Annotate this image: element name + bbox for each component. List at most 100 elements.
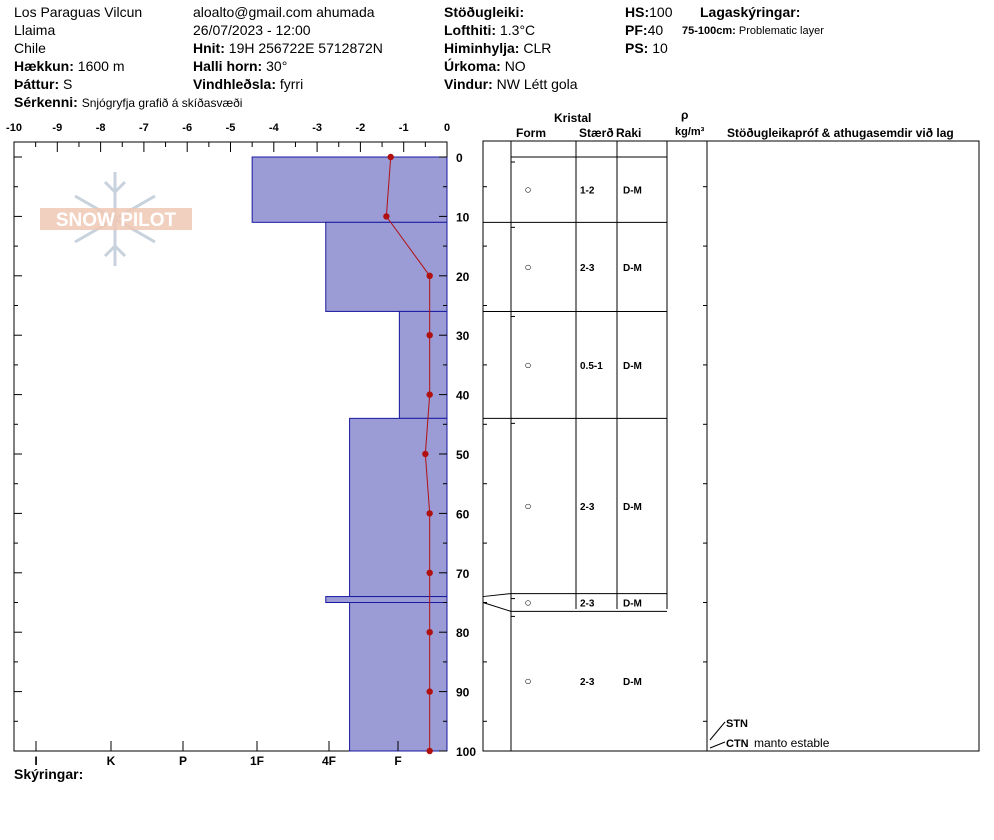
hardness-bar <box>349 602 448 752</box>
layer-form: ○ <box>524 499 531 513</box>
temperature-point <box>426 510 433 517</box>
precip-value: NO <box>504 58 526 74</box>
form-header: Form <box>516 126 546 140</box>
snow-pilot-logo: SNOW PILOT <box>40 172 192 266</box>
legend-label: Skýringar: <box>14 766 84 782</box>
temperature-point <box>426 747 433 755</box>
layer-size: 2-3 <box>580 502 595 513</box>
hardness-tick-label: 1F <box>250 754 264 768</box>
hardness-bar <box>349 417 448 598</box>
precip-label: Úrkoma: <box>444 58 501 74</box>
layer-moisture: D-M <box>623 263 642 274</box>
crystal-header: Kristal <box>554 111 592 125</box>
air-temp-row: Lofthiti: 1.3°C <box>444 22 535 38</box>
hs-row: HS:100 <box>625 4 672 20</box>
temperature-point <box>426 391 433 398</box>
hs-value: 100 <box>649 4 673 20</box>
size-header: Stærð <box>579 126 614 140</box>
layer-size: 2-3 <box>580 677 595 688</box>
stability-tests: STN CTN manto estable <box>709 718 830 750</box>
depth-tick-label: 70 <box>456 567 470 581</box>
layer-notes-label: Lagaskýringar: <box>700 4 801 20</box>
temperature-tick-label: 0 <box>444 122 450 134</box>
coords-row: Hnit: 19H 256722E 5712872N <box>193 40 383 56</box>
layer-form: ○ <box>524 183 531 197</box>
test-pointer <box>709 721 726 741</box>
depth-tick-label: 60 <box>456 507 470 521</box>
slope-row: Halli horn: 30° <box>193 58 287 74</box>
temperature-point <box>383 213 390 220</box>
coords-label: Hnit: <box>193 40 225 56</box>
depth-tick-label: 10 <box>456 210 470 224</box>
hardness-tick-label: 4F <box>322 754 336 768</box>
air-temp-label: Lofthiti: <box>444 22 497 38</box>
aspect-label: Þáttur: <box>14 76 60 92</box>
layer-moisture: D-M <box>623 361 642 372</box>
test-code: CTN <box>726 738 749 750</box>
hardness-tick-label: I <box>34 754 37 768</box>
sky-row: Himinhylja: CLR <box>444 40 551 56</box>
table-rows: ○ 1-2 D-M ○ 2-3 D-M ○ 0.5-1 D-M ○ 2-3 D-M ○ 2-3 D-M ○ 2-… <box>482 161 707 752</box>
tests-header: Stöðugleikapróf & athugasemdir við lag <box>727 126 954 140</box>
wind-label: Vindur: <box>444 76 493 92</box>
hardness-ticks: I K P 1F 4F F <box>34 741 402 768</box>
temperature-tick-label: -4 <box>269 122 280 134</box>
depth-tick-label: 90 <box>456 686 470 700</box>
temperature-profile <box>383 153 433 755</box>
layer-form: ○ <box>524 596 531 610</box>
temperature-ticks: -10 -9 -8 -7 -6 -5 -4 -3 -2 -1 0 <box>6 122 450 152</box>
location: Los Paraguas Vilcun <box>14 4 143 20</box>
elevation-row: Hækkun: 1600 m <box>14 58 125 74</box>
temperature-point <box>426 629 433 636</box>
layer-note: 75-100cm: Problematic layer <box>682 23 824 39</box>
logo-band <box>40 208 192 230</box>
temperature-tick-label: -7 <box>139 122 149 134</box>
features-label: Sérkenni: <box>14 94 78 110</box>
observer: aloalto@gmail.com ahumada <box>193 4 375 20</box>
temperature-tick-label: -3 <box>312 122 322 134</box>
ps-row: PS: 10 <box>625 40 668 56</box>
coords-value: 19H 256722E 5712872N <box>228 40 383 56</box>
depth-tick-label: 30 <box>456 329 470 343</box>
datetime: 26/07/2023 - 12:00 <box>193 22 311 38</box>
depth-ticks: 0 10 20 30 40 50 60 70 80 90 100 <box>14 151 476 759</box>
depth-tick-label: 50 <box>456 448 470 462</box>
rho-header: ρ <box>681 108 689 122</box>
subregion: Llaima <box>14 22 56 38</box>
temperature-tick-label: -8 <box>96 122 106 134</box>
ps-value: 10 <box>652 40 668 56</box>
temperature-point <box>422 450 429 458</box>
elevation-value: 1600 m <box>77 58 125 74</box>
country: Chile <box>14 40 46 56</box>
table-frame <box>482 140 980 752</box>
temperature-tick-label: -1 <box>399 122 409 134</box>
layer-note-text: Problematic layer <box>738 25 824 37</box>
pf-row: PF:40 <box>625 22 663 38</box>
temperature-point <box>426 332 433 339</box>
depth-tick-label: 80 <box>456 626 470 640</box>
layer-form: ○ <box>524 674 531 688</box>
elevation-label: Hækkun: <box>14 58 74 74</box>
logo-text: SNOW PILOT <box>56 210 177 231</box>
wind-row: Vindur: NW Létt gola <box>444 76 578 92</box>
aspect-value: S <box>63 76 73 92</box>
layer-connector <box>482 602 512 612</box>
hardness-tick-label: K <box>107 754 116 768</box>
layer-connector <box>482 593 512 598</box>
temperature-tick-label: -10 <box>6 122 22 134</box>
test-pointer <box>709 741 726 749</box>
moisture-header: Raki <box>616 126 642 140</box>
hardness-tick-label: P <box>179 754 187 768</box>
depth-tick-label: 100 <box>456 745 476 759</box>
depth-tick-label: 0 <box>456 151 463 165</box>
hardness-bar <box>325 221 448 312</box>
pf-label: PF: <box>625 22 648 38</box>
hardness-tick-label: F <box>394 754 401 768</box>
layer-size: 2-3 <box>580 263 595 274</box>
layer-table <box>482 140 980 752</box>
ps-label: PS: <box>625 40 649 56</box>
hardness-bar <box>251 156 448 223</box>
temperature-tick-label: -9 <box>52 122 62 134</box>
features-value: Snjógryfja grafið á skíðasvæði <box>81 96 243 110</box>
temperature-tick-label: -5 <box>226 122 236 134</box>
